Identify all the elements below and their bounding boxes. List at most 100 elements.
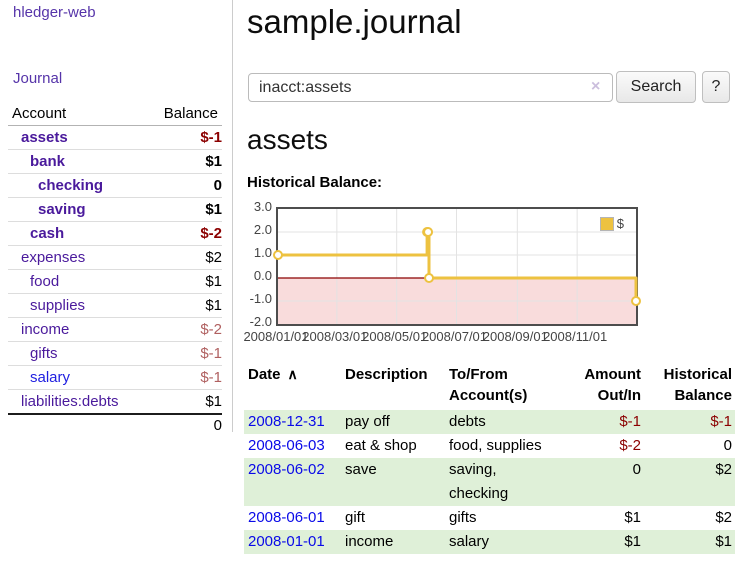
accounts-table-body: assets $-1 bank $1 checking 0 saving $1 cash $-2 e…	[8, 126, 222, 414]
register-header-row: Date ∧ Description To/From Account(s) Amount O…	[244, 363, 735, 410]
account-name-cell: food	[8, 269, 148, 294]
legend-swatch-icon	[599, 216, 614, 231]
account-link-food[interactable]: food	[30, 273, 60, 290]
account-balance: $-1	[148, 365, 222, 390]
date-cell: 2008-06-02	[244, 458, 341, 506]
register-row: 2008-12-31 pay off debts $-1 $-1	[244, 410, 735, 434]
account-balance: $1	[148, 269, 222, 294]
accounts-total-row: 0	[8, 413, 222, 437]
account-name-cell: expenses	[8, 245, 148, 270]
register-header-date[interactable]: Date ∧	[248, 366, 298, 383]
account-name-cell: gifts	[8, 341, 148, 366]
accounts-cell: saving, checking	[449, 461, 509, 502]
amount-cell: $1	[624, 509, 641, 526]
transaction-date-link[interactable]: 2008-06-03	[248, 437, 325, 454]
account-row: food $1	[8, 269, 222, 294]
register-header-to-from: To/From Account(s)	[449, 366, 528, 404]
sidebar-divider	[232, 0, 233, 432]
register-header-amount: Amount Out/In	[584, 366, 641, 404]
account-row: gifts $-1	[8, 341, 222, 366]
y-tick-label: 1.0	[253, 245, 272, 260]
register-header-historical: Historical Balance	[663, 366, 732, 404]
account-row: checking 0	[8, 173, 222, 198]
account-link-bank[interactable]: bank	[30, 153, 66, 170]
description-cell: pay off	[345, 413, 390, 430]
page-title: sample.journal	[247, 3, 462, 40]
account-balance: $1	[148, 389, 222, 414]
x-tick-label: 2008/05/01	[362, 329, 428, 344]
x-tick-label: 2008/03/01	[302, 329, 368, 344]
account-link-income[interactable]: income	[21, 321, 70, 338]
account-balance: $-2	[148, 221, 222, 246]
account-balance: $-1	[200, 129, 222, 146]
y-tick-label: 2.0	[253, 222, 272, 237]
account-name-cell: salary	[8, 365, 148, 390]
historical-balance-chart: $ 3.0 2.0 1.0 0.0 -1.0 -2.0 2008/01/01 2008/03…	[240, 199, 742, 349]
sort-asc-icon: ∧	[287, 366, 298, 382]
date-cell: 2008-01-01	[244, 530, 341, 554]
account-link-saving[interactable]: saving	[38, 201, 86, 218]
y-tick-label: -2.0	[249, 314, 272, 329]
sidebar-item-journal[interactable]: Journal	[13, 70, 63, 87]
accounts-cell: debts	[449, 413, 486, 430]
register-row: 2008-06-03 eat & shop food, supplies $-2 0	[244, 434, 735, 458]
chart-legend: $	[597, 216, 626, 231]
account-balance: $1	[148, 149, 222, 174]
search-input[interactable]	[248, 73, 613, 102]
account-name-cell: income	[8, 317, 148, 342]
account-link-gifts[interactable]: gifts	[30, 345, 58, 362]
account-name-cell: supplies	[8, 293, 148, 318]
x-tick-label: 2008/07/01	[421, 329, 488, 344]
account-balance: $-2	[148, 317, 222, 342]
transaction-date-link[interactable]: 2008-12-31	[248, 413, 325, 430]
register-table-body: 2008-12-31 pay off debts $-1 $-1 2008-06-03 ea…	[244, 410, 735, 554]
date-cell: 2008-12-31	[244, 410, 341, 434]
account-row: expenses $2	[8, 245, 222, 270]
account-name-cell: assets	[8, 126, 148, 150]
account-link-assets[interactable]: assets	[21, 129, 68, 146]
balance-cell: $1	[715, 533, 732, 550]
amount-cell: $-1	[619, 413, 641, 430]
chart-plot-area: $	[273, 207, 641, 326]
account-row: salary $-1	[8, 365, 222, 390]
description-cell: gift	[345, 509, 366, 526]
y-tick-label: 0.0	[253, 268, 272, 283]
account-link-cash[interactable]: cash	[30, 225, 65, 242]
register-table: Date ∧ Description To/From Account(s) Amount O…	[244, 363, 735, 554]
account-name-cell: liabilities:debts	[8, 389, 148, 414]
transaction-date-link[interactable]: 2008-01-01	[248, 533, 325, 550]
account-row: liabilities:debts $1	[8, 389, 222, 414]
account-name-cell: checking	[8, 173, 148, 198]
account-balance: 0	[148, 173, 222, 198]
x-tick-label: 2008/09/01	[482, 329, 548, 344]
balance-cell: $2	[715, 509, 732, 526]
account-link-supplies[interactable]: supplies	[30, 297, 86, 314]
accounts-cell: salary	[449, 533, 490, 550]
date-cell: 2008-06-03	[244, 434, 341, 458]
accounts-total-value: 0	[148, 413, 222, 437]
accounts-cell: food, supplies	[449, 437, 542, 454]
account-title: assets	[247, 124, 328, 155]
clear-search-icon[interactable]: ×	[591, 78, 601, 95]
transaction-date-link[interactable]: 2008-06-02	[248, 461, 325, 478]
accounts-cell: gifts	[449, 509, 477, 526]
account-link-checking[interactable]: checking	[38, 177, 104, 194]
account-link-liabilities-debts[interactable]: liabilities:debts	[21, 393, 119, 410]
account-row: income $-2	[8, 317, 222, 342]
account-link-expenses[interactable]: expenses	[21, 249, 86, 266]
help-button[interactable]: ?	[702, 71, 730, 103]
app-title-link[interactable]: hledger-web	[13, 4, 96, 21]
account-name-cell: cash	[8, 221, 148, 246]
transaction-date-link[interactable]: 2008-06-01	[248, 509, 325, 526]
balance-chart-svg	[273, 209, 641, 324]
account-balance: $-1	[148, 341, 222, 366]
legend-series-label: $	[616, 216, 624, 231]
search-button[interactable]: Search	[616, 71, 696, 103]
register-row: 2008-06-01 gift gifts $1 $2	[244, 506, 735, 530]
register-header-description: Description	[345, 366, 428, 383]
register-row: 2008-01-01 income salary $1 $1	[244, 530, 735, 554]
description-cell: save	[345, 461, 377, 478]
accounts-header-row: Account Balance	[8, 102, 222, 126]
account-balance: $1	[148, 293, 222, 318]
account-link-salary[interactable]: salary	[30, 369, 71, 386]
